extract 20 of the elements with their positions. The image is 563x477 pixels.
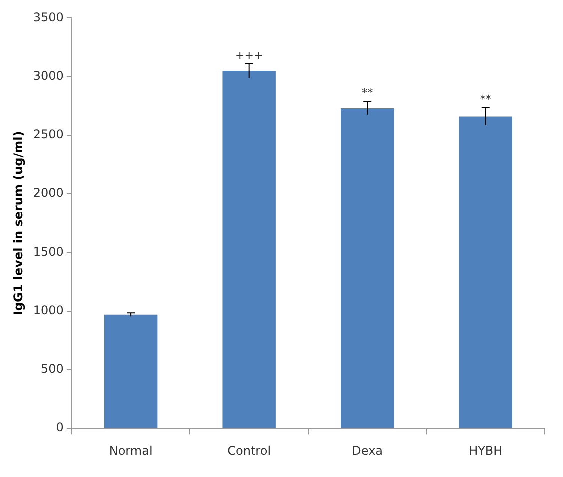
bar (222, 70, 276, 428)
y-tick-label: 3500 (33, 10, 64, 24)
y-tick-label: 2500 (33, 128, 64, 142)
annotation: +++ (236, 48, 264, 62)
y-axis-title: IgG1 level in serum (ug/ml) (11, 131, 26, 316)
y-tick-label: 500 (41, 362, 64, 376)
x-tick-label: Normal (109, 444, 153, 458)
annotation: ** (362, 86, 374, 100)
x-tick-label: Dexa (352, 444, 384, 458)
annotation: ** (480, 92, 492, 106)
bar (459, 116, 512, 428)
x-tick-label: HYBH (469, 444, 503, 458)
y-tick-label: 1500 (33, 244, 64, 259)
bar (104, 314, 158, 428)
y-tick-label: 0 (56, 420, 64, 435)
y-tick-label: 1000 (33, 303, 64, 318)
bar (340, 108, 394, 428)
y-tick-label: 3000 (33, 68, 64, 83)
x-tick-label: Control (228, 444, 272, 458)
y-tick-label: 2000 (33, 186, 64, 200)
